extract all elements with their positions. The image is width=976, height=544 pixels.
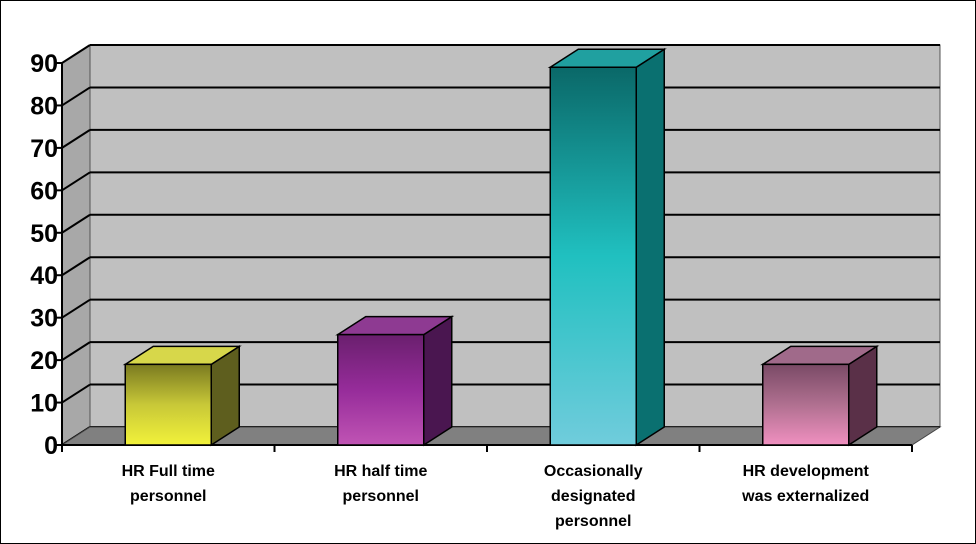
x-category-label: HR development was externalized (741, 463, 869, 505)
bar-side (423, 315, 453, 447)
bar-front (124, 363, 212, 446)
x-category-label: Occasionally designated personnel (544, 463, 643, 530)
bar-front (337, 333, 425, 446)
y-tick-label: 0 (44, 432, 58, 460)
y-tick-label: 10 (30, 390, 58, 418)
gridline-side (61, 129, 91, 149)
y-tick-label: 70 (30, 135, 58, 163)
y-tick-labels: 0 10 20 30 40 50 60 70 80 90 (30, 50, 62, 460)
y-tick-label: 60 (30, 177, 58, 205)
bar (335, 315, 455, 447)
bar-front (762, 363, 850, 446)
x-category-label: HR half time personnel (334, 463, 427, 505)
bar (122, 344, 242, 447)
gridline-side (61, 383, 91, 404)
y-tick-label: 50 (30, 220, 58, 248)
y-tick-label: 40 (30, 262, 58, 290)
bar-side (635, 47, 665, 447)
y-tick-label: 30 (30, 305, 58, 333)
gridline-side (61, 171, 91, 192)
side-wall (61, 44, 91, 446)
gridline-side (61, 256, 91, 277)
x-category-label: HR Full time personnel (122, 463, 215, 505)
x-category-labels: HR Full time personnel HR half time personn… (122, 463, 870, 530)
gridline-side (61, 44, 91, 64)
y-tick-label: 80 (30, 92, 58, 120)
gridline-side (61, 298, 91, 319)
bar (547, 47, 667, 447)
y-tick-label: 20 (30, 347, 58, 375)
gridline-side (61, 341, 91, 361)
y-tick-label: 90 (30, 50, 58, 78)
gridline-side (61, 213, 91, 234)
bars (122, 47, 880, 447)
gridline-side (61, 86, 91, 107)
bar (760, 344, 880, 447)
bar-front (549, 66, 637, 446)
